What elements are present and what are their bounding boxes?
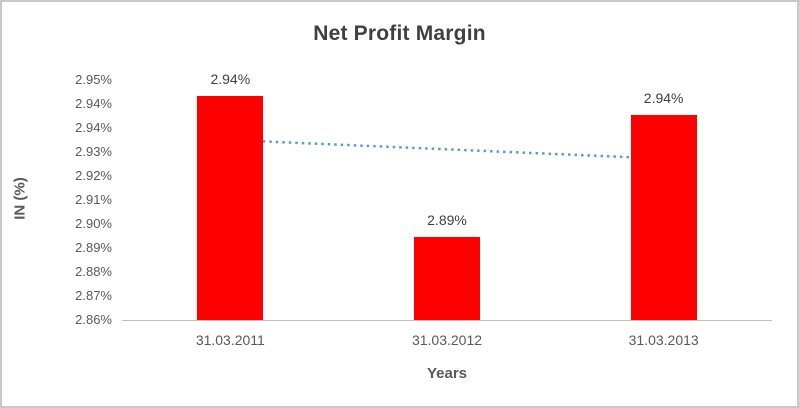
y-tick-label: 2.93% — [75, 144, 112, 159]
y-tick-label: 2.92% — [75, 168, 112, 183]
x-category-label: 31.03.2013 — [628, 332, 699, 348]
y-tick-label: 2.87% — [75, 288, 112, 303]
bar-value-label: 2.94% — [210, 71, 251, 87]
x-axis-title: Years — [426, 365, 468, 382]
y-tick-label: 2.94% — [75, 120, 112, 135]
y-tick-label: 2.89% — [75, 240, 112, 255]
y-tick-label: 2.88% — [75, 264, 112, 279]
bar — [630, 114, 697, 320]
y-tick-label: 2.86% — [75, 312, 112, 327]
y-tick-label: 2.95% — [75, 72, 112, 87]
x-axis-line — [122, 320, 772, 321]
y-tick-label: 2.94% — [75, 96, 112, 111]
x-category-label: 31.03.2012 — [411, 332, 483, 348]
bar — [414, 237, 480, 320]
chart-title: Net Profit Margin — [313, 22, 486, 45]
bar-value-label: 2.89% — [427, 212, 467, 229]
bar-value-label: 2.94% — [643, 89, 684, 106]
y-tick-label: 2.90% — [75, 216, 112, 231]
x-category-label: 31.03.2011 — [195, 332, 265, 348]
trendline — [230, 138, 664, 160]
y-tick-label: 2.91% — [75, 192, 112, 207]
bar — [197, 96, 264, 320]
